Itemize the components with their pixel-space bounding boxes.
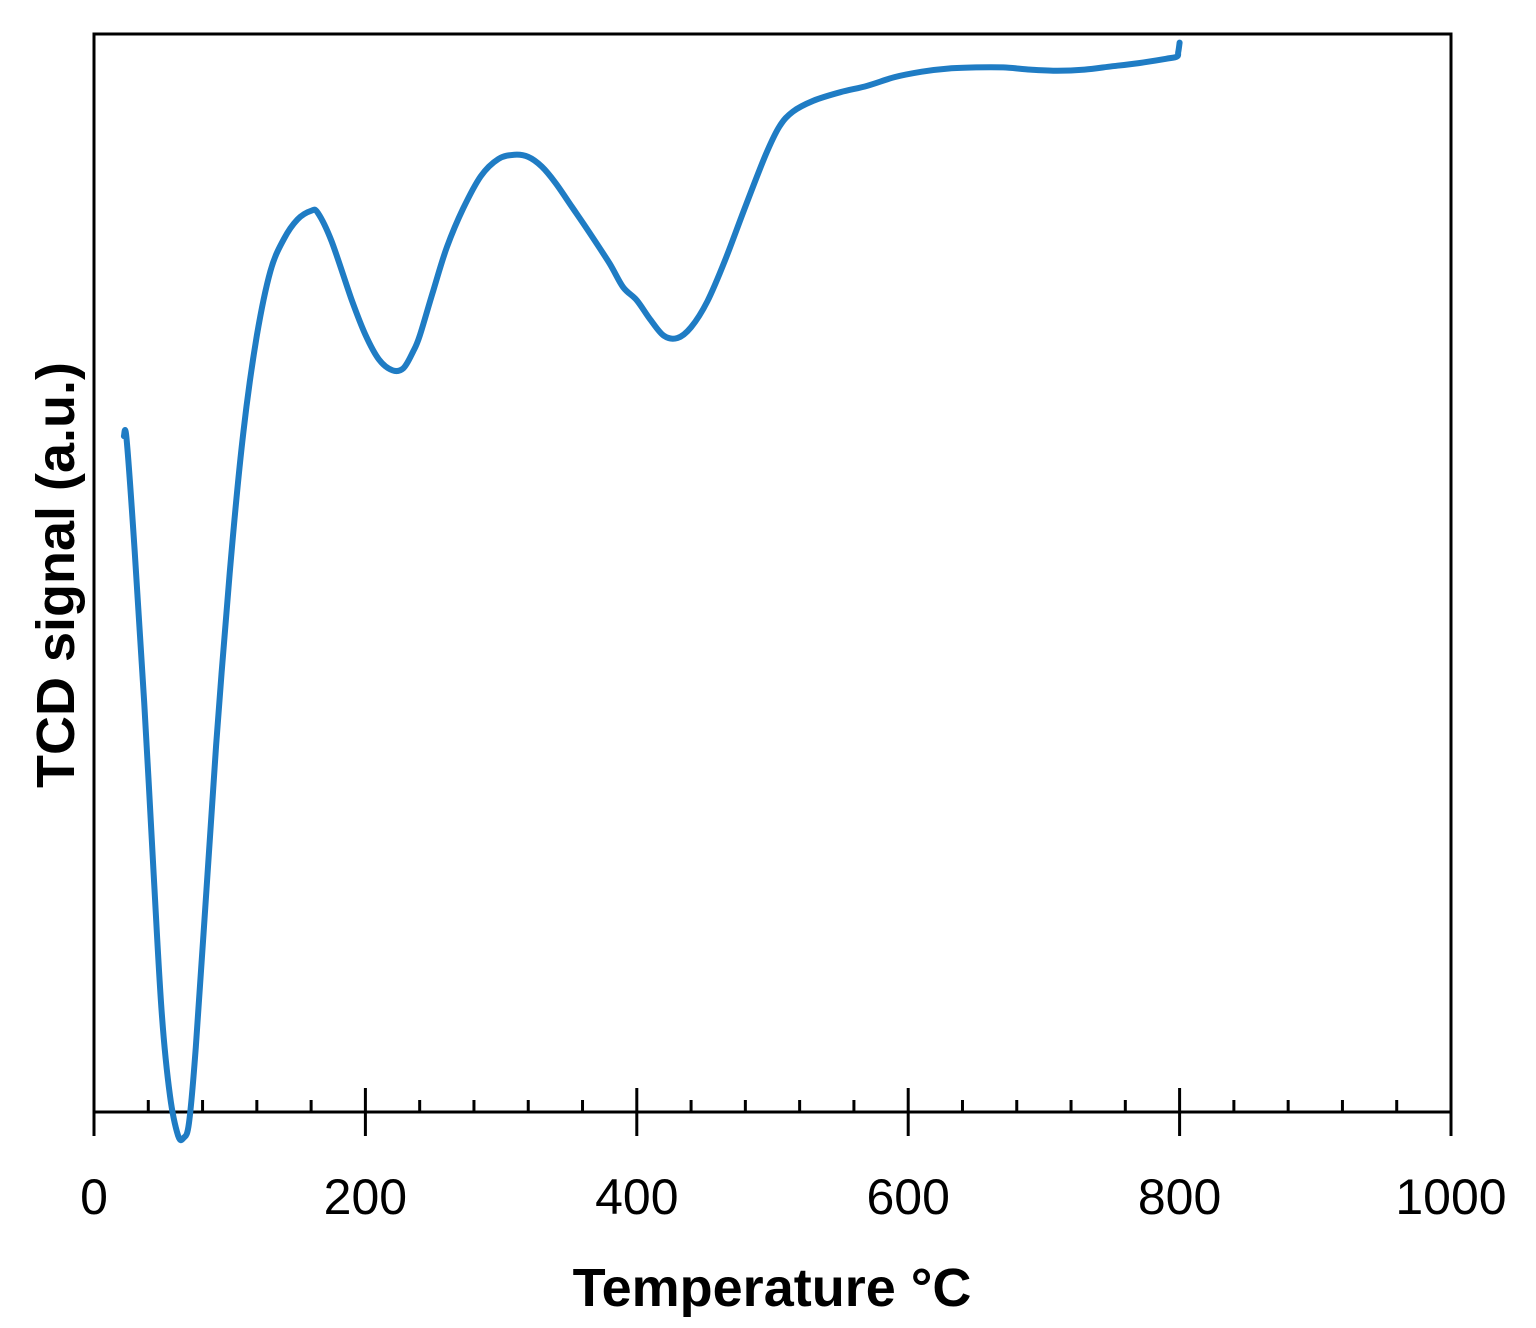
x-tick-label: 800 — [1138, 1169, 1221, 1225]
x-major-ticks — [92, 1088, 1453, 1136]
x-minor-ticks — [146, 1100, 1399, 1112]
x-tick-label: 0 — [80, 1169, 108, 1225]
tcd-signal-line — [120, 39, 1183, 1144]
x-axis-title: Temperature °C — [573, 1258, 972, 1318]
x-tick-label: 200 — [324, 1169, 407, 1225]
x-tick-label: 600 — [866, 1169, 949, 1225]
plot-frame — [92, 32, 1453, 1114]
x-tick-label: 400 — [595, 1169, 678, 1225]
x-tick-labels: 0 200 400 600 800 1000 — [80, 1169, 1507, 1225]
y-axis-title: TCD signal (a.u.) — [26, 362, 86, 788]
x-tick-label: 1000 — [1395, 1169, 1506, 1225]
